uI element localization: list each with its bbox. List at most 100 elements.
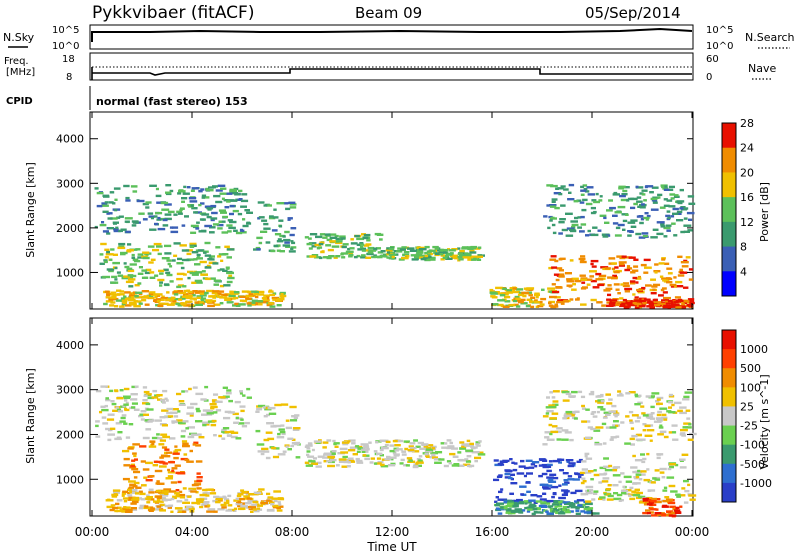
power-mark-band-8 [656, 232, 664, 236]
power-mark-band-6 [515, 305, 521, 308]
velocity-mark-band-5 [565, 459, 574, 462]
velocity-mark-band-1 [173, 450, 179, 453]
velocity-mark-band-4 [370, 457, 375, 460]
velocity-mark-band-4 [403, 440, 410, 443]
power-mark-band-4 [353, 255, 358, 259]
velocity-mark-band-4 [432, 456, 438, 459]
power-mark-band-2 [123, 295, 127, 298]
velocity-mark-band-3 [272, 455, 280, 459]
velocity-mark-band-7 [641, 460, 646, 464]
velocity-mark-band-4 [444, 442, 448, 445]
power-mark-band-8 [590, 206, 596, 210]
velocity-mark-band-3 [291, 442, 295, 445]
power-mark-band-0 [102, 210, 109, 213]
power-mark-band-8 [668, 185, 675, 189]
power-y-tick-label-2: 3000 [56, 177, 84, 190]
power-mark-band-3 [279, 225, 283, 228]
power-mark-band-7 [684, 301, 691, 304]
velocity-mark-band-2 [159, 509, 166, 512]
power-mark-band-8 [612, 222, 619, 225]
power-mark-band-1 [183, 273, 187, 276]
power-mark-band-9 [622, 298, 627, 302]
power-mark-band-1 [173, 242, 181, 245]
power-mark-band-2 [122, 301, 128, 305]
velocity-mark-band-4 [409, 446, 417, 450]
velocity-mark-band-2 [227, 504, 233, 507]
velocity-mark-band-1 [149, 475, 155, 478]
power-mark-band-4 [342, 243, 349, 246]
power-mark-band-8 [580, 185, 584, 189]
power-mark-band-7 [580, 303, 587, 306]
velocity-mark-band-8 [591, 411, 597, 414]
velocity-mark-band-5 [545, 499, 554, 503]
velocity-mark-band-0 [182, 420, 189, 423]
power-mark-band-6 [502, 305, 510, 308]
power-mark-band-7 [683, 301, 687, 305]
power-mark-band-0 [142, 218, 148, 221]
velocity-mark-band-9 [644, 500, 652, 504]
power-mark-band-1 [219, 268, 225, 271]
velocity-mark-band-8 [544, 436, 550, 439]
freq-label-1: Freq. [4, 56, 29, 67]
power-mark-band-8 [636, 215, 644, 218]
velocity-mark-band-0 [151, 436, 159, 440]
velocity-mark-band-2 [184, 508, 189, 511]
velocity-mark-band-6 [540, 511, 544, 514]
velocity-mark-band-1 [192, 443, 197, 446]
velocity-mark-band-8 [656, 413, 661, 417]
power-mark-band-9 [642, 300, 646, 303]
power-mark-band-3 [288, 201, 296, 204]
velocity-mark-band-5 [542, 465, 549, 469]
power-mark-band-2 [200, 297, 207, 300]
power-colorbar-tick-2: 12 [740, 216, 754, 229]
velocity-colorbar-tick-6: -500 [740, 458, 765, 471]
velocity-mark-band-6 [524, 502, 528, 505]
power-mark-band-0 [204, 224, 212, 228]
power-mark-band-1 [137, 272, 144, 275]
velocity-mark-band-8 [590, 390, 595, 394]
velocity-mark-band-2 [155, 489, 162, 493]
velocity-mark-band-8 [630, 443, 635, 446]
power-mark-band-1 [156, 245, 163, 248]
velocity-mark-band-2 [155, 495, 163, 498]
velocity-mark-band-4 [355, 445, 360, 448]
power-mark-band-3 [263, 227, 271, 230]
velocity-mark-band-4 [397, 439, 404, 443]
velocity-mark-band-3 [291, 438, 296, 441]
power-mark-band-7 [650, 278, 656, 281]
power-mark-band-8 [558, 221, 565, 224]
velocity-colorbar-segment-7 [722, 463, 736, 484]
velocity-mark-band-0 [246, 396, 252, 399]
power-mark-band-0 [222, 215, 228, 219]
power-mark-band-4 [366, 239, 371, 242]
velocity-colorbar-segment-0 [722, 330, 736, 350]
power-mark-band-2 [184, 304, 191, 307]
power-mark-band-0 [178, 190, 186, 193]
power-mark-band-3 [289, 233, 295, 237]
velocity-mark-band-4 [393, 453, 400, 456]
velocity-mark-band-1 [180, 457, 188, 461]
velocity-mark-band-1 [156, 480, 160, 483]
power-mark-band-2 [181, 295, 190, 298]
power-mark-band-8 [602, 235, 609, 238]
power-mark-band-2 [110, 293, 114, 296]
power-mark-band-2 [206, 289, 214, 293]
velocity-mark-band-4 [376, 452, 383, 455]
power-mark-band-1 [137, 256, 144, 259]
power-mark-band-8 [630, 206, 636, 210]
power-mark-band-2 [195, 301, 200, 304]
velocity-mark-band-4 [356, 461, 364, 464]
power-mark-band-0 [94, 187, 99, 190]
velocity-mark-band-1 [195, 444, 202, 447]
velocity-mark-band-2 [174, 492, 180, 495]
velocity-mark-band-7 [628, 494, 632, 497]
power-mark-band-8 [662, 187, 669, 190]
velocity-mark-band-0 [178, 421, 186, 425]
power-mark-band-0 [204, 205, 211, 208]
power-mark-band-9 [662, 302, 670, 305]
power-mark-band-2 [185, 300, 189, 303]
velocity-mark-band-9 [651, 497, 657, 501]
power-mark-band-8 [548, 215, 553, 219]
power-mark-band-0 [209, 226, 216, 229]
velocity-mark-band-0 [134, 385, 139, 388]
